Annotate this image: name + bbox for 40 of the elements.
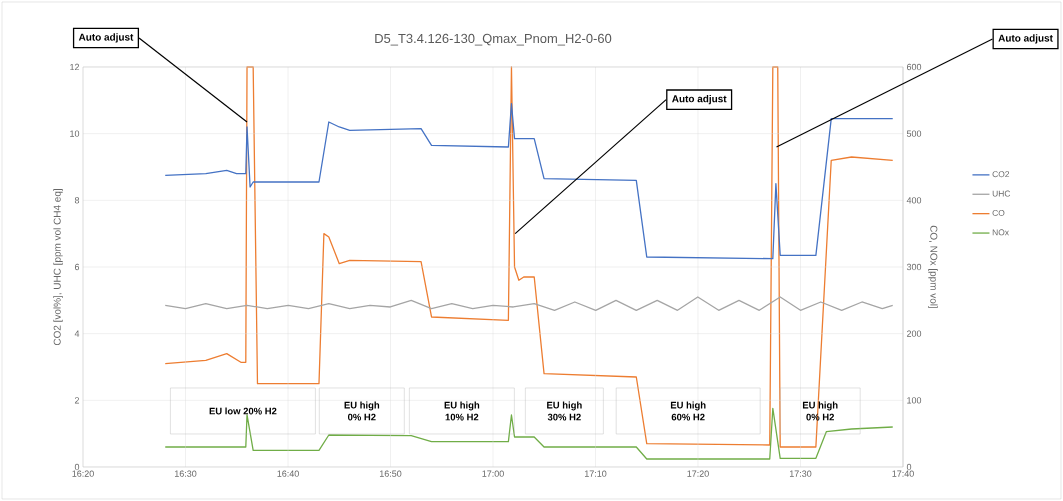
chart-title: D5_T3.4.126-130_Qmax_Pnom_H2-0-60 bbox=[375, 33, 612, 46]
y2-axis-title: CO, NOx [ppm vol] bbox=[928, 225, 938, 309]
x-tick-label: 16:40 bbox=[277, 470, 299, 477]
x-tick-label: 16:20 bbox=[72, 470, 94, 477]
y2-tick-label: 500 bbox=[906, 130, 922, 137]
annotation: EU high 60% H2 bbox=[670, 401, 706, 421]
y-tick-label: 2 bbox=[74, 397, 80, 404]
line-series bbox=[164, 296, 894, 311]
y-tick-label: 10 bbox=[70, 130, 80, 137]
y-tick-label: 12 bbox=[70, 63, 80, 71]
y2-tick-label: 0 bbox=[906, 463, 912, 471]
y-tick-label: 8 bbox=[74, 197, 80, 204]
legend-label: CO bbox=[992, 209, 1005, 216]
y2-tick-label: 100 bbox=[907, 397, 922, 404]
y-axis-title: CO2 [vol%], UHC [ppm vol CH4 eq] bbox=[53, 189, 63, 346]
y2-tick-label: 400 bbox=[906, 197, 922, 204]
annotation: EU low 20% H2 bbox=[209, 407, 277, 415]
x-tick-label: 16:50 bbox=[379, 470, 402, 477]
legend-label: UHC bbox=[992, 190, 1011, 197]
y2-tick-label: 200 bbox=[906, 330, 922, 337]
legend-label: NOx bbox=[992, 229, 1009, 236]
x-tick-label: 17:40 bbox=[892, 470, 914, 477]
x-tick-label: 17:00 bbox=[482, 470, 504, 477]
y-tick-label: 6 bbox=[74, 263, 80, 271]
y2-tick-label: 600 bbox=[906, 63, 922, 71]
x-tick-label: 17:10 bbox=[584, 470, 607, 477]
annotation: EU high 10% H2 bbox=[444, 401, 480, 421]
line-series bbox=[164, 103, 894, 260]
annotation: Auto adjust bbox=[672, 95, 727, 105]
annotation: Auto adjust bbox=[998, 34, 1053, 44]
y-tick-label: 4 bbox=[74, 330, 80, 337]
legend-label: CO2 bbox=[992, 171, 1010, 178]
x-tick-label: 16:30 bbox=[174, 470, 197, 477]
annotation: EU high 0% H2 bbox=[344, 401, 380, 421]
annotation: Auto adjust bbox=[78, 33, 134, 43]
annotation: EU high 30% H2 bbox=[547, 401, 582, 421]
x-tick-label: 17:20 bbox=[687, 470, 709, 477]
x-tick-label: 17:30 bbox=[789, 470, 812, 477]
y2-tick-label: 300 bbox=[906, 263, 922, 271]
y-tick-label: 0 bbox=[74, 463, 80, 471]
